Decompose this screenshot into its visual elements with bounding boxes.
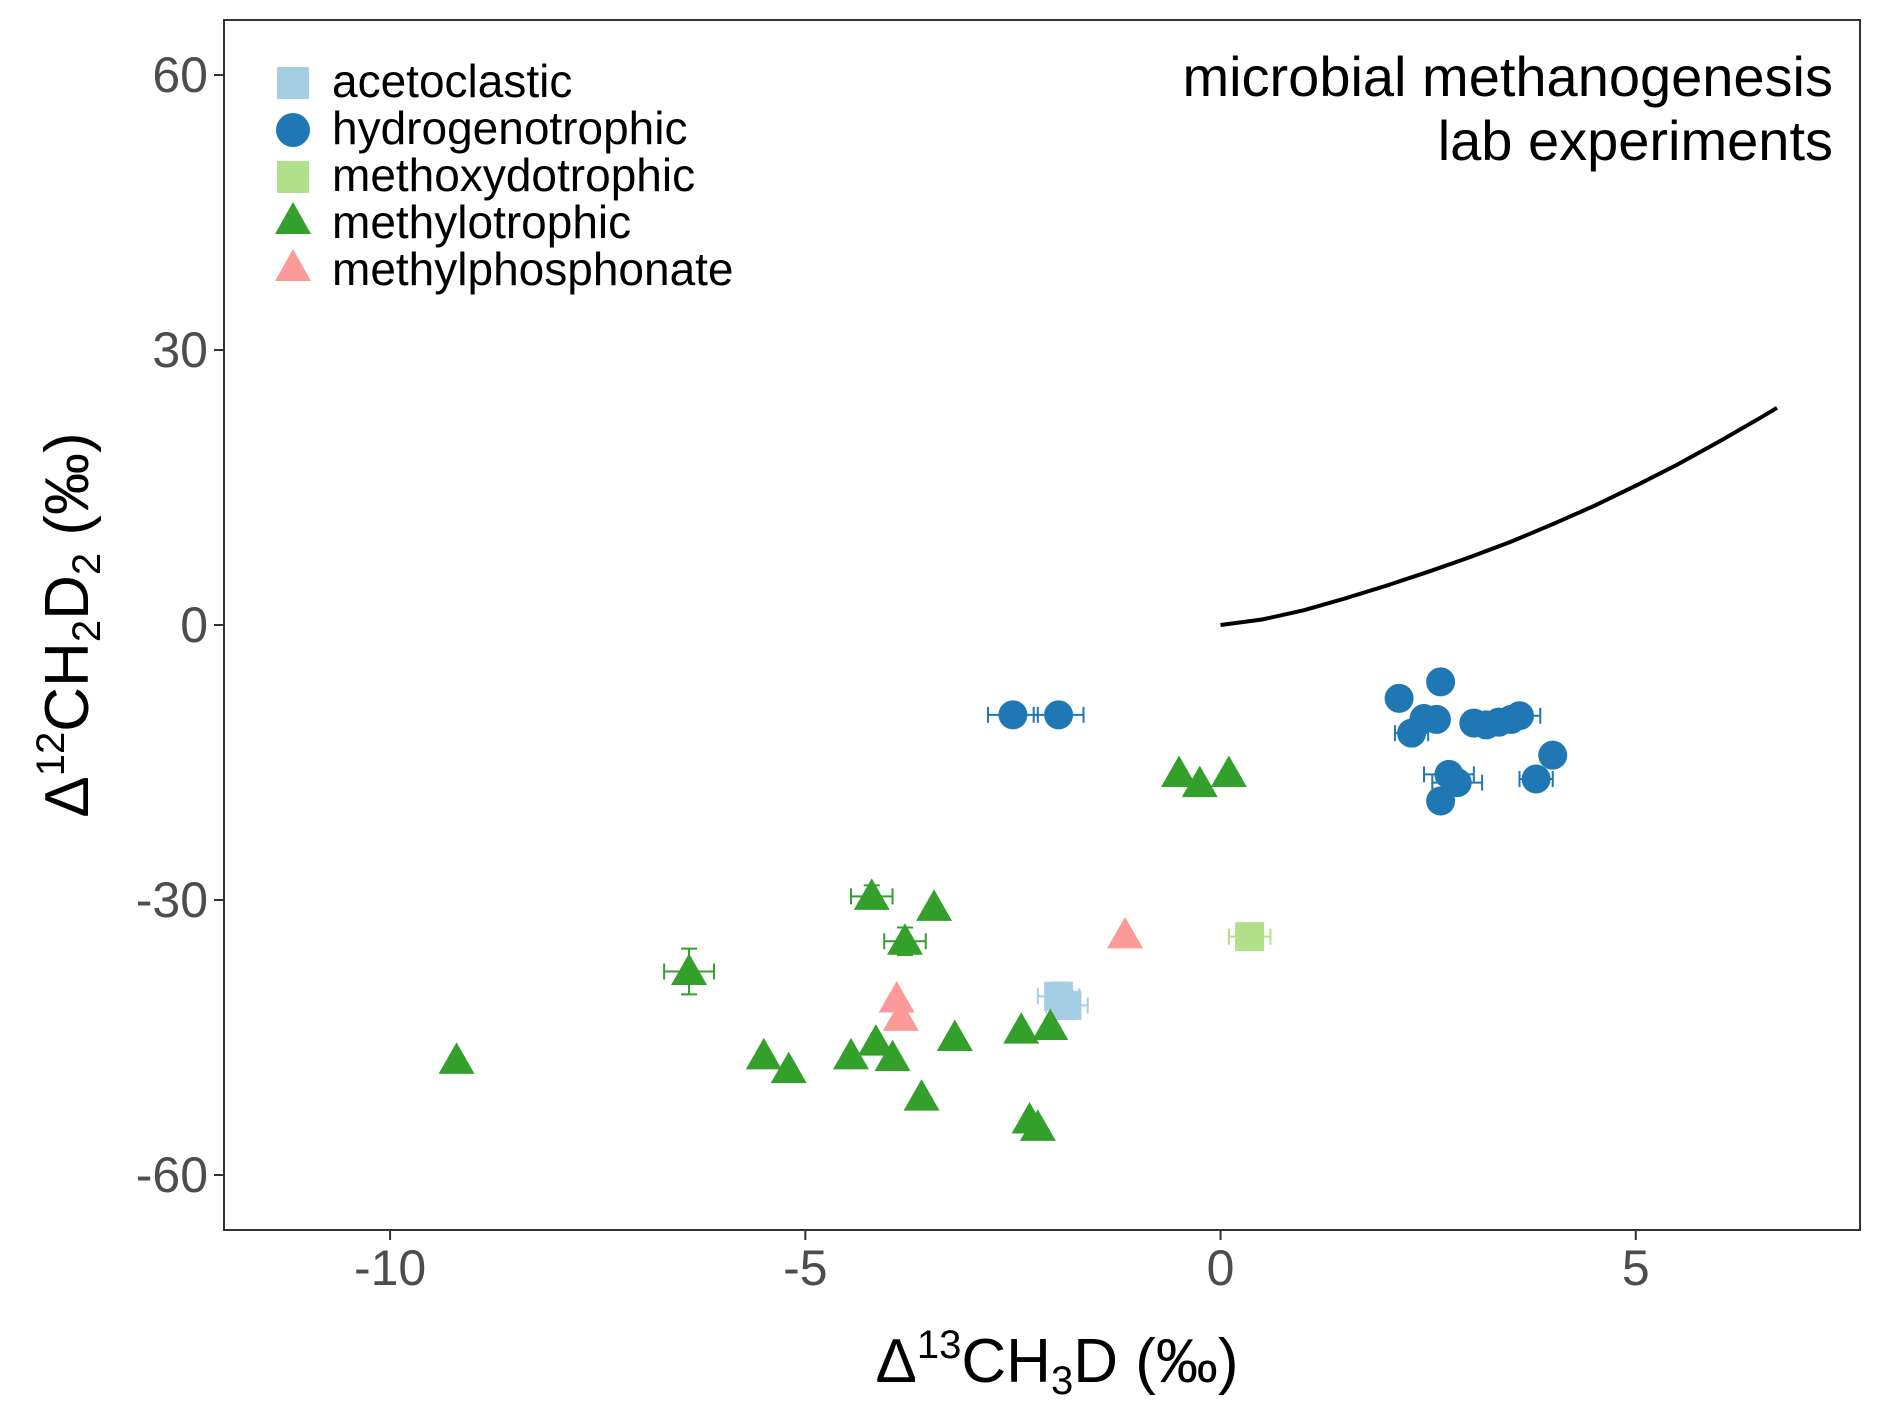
point-methylotrophic-8 [886, 923, 923, 955]
reference-line [1220, 406, 1779, 627]
point-methylotrophic-10 [916, 889, 953, 921]
y-tick-label: -30 [136, 872, 208, 928]
annotation-line-2: lab experiments [1438, 109, 1833, 172]
y-tick-label: 30 [152, 322, 208, 378]
legend-entry-4: methylphosphonate [275, 243, 734, 295]
point-methylotrophic-4 [832, 1037, 869, 1070]
y-tick-label: -60 [136, 1147, 208, 1203]
point-hydrogenotrophic-2 [1384, 683, 1414, 713]
point-methylotrophic-3 [770, 1051, 807, 1084]
annotation-line-1: microbial methanogenesis [1182, 45, 1833, 108]
point-hydrogenotrophic-15 [1521, 764, 1551, 794]
point-methylotrophic-5 [853, 878, 890, 910]
point-methylotrophic-12 [1003, 1012, 1040, 1044]
point-hydrogenotrophic-16 [1538, 740, 1568, 770]
y-title-main1: CH [33, 642, 102, 732]
x-tick-label: -10 [354, 1240, 426, 1296]
legend-key-triangle [275, 249, 311, 281]
legend-label-acetoclastic: acetoclastic [332, 55, 572, 107]
y-tick-label: 0 [180, 597, 208, 653]
point-methylotrophic-1 [671, 953, 708, 985]
point-hydrogenotrophic-9 [1442, 768, 1472, 798]
x-title-sub: 3 [1051, 1359, 1073, 1403]
y-title-prefix: Δ [33, 776, 102, 817]
y-title-main2: D [33, 575, 102, 620]
y-axis-title: Δ12CH2D2 (‰) [29, 432, 109, 817]
legend-entry-0: acetoclastic [277, 55, 572, 107]
point-methylphosphonate-1 [882, 999, 919, 1031]
legend-label-methylotrophic: methylotrophic [332, 196, 631, 248]
y-title-sup: 12 [29, 732, 73, 777]
point-methylotrophic-7 [874, 1039, 911, 1072]
x-tick-label: -5 [783, 1240, 827, 1296]
x-tick-label: 5 [1622, 1240, 1650, 1296]
point-methylotrophic-2 [745, 1037, 782, 1070]
point-methylphosphonate-0 [878, 981, 915, 1013]
legend-entry-3: methylotrophic [275, 196, 631, 248]
y-title-sub1: 2 [65, 620, 109, 642]
data-marks [438, 406, 1779, 1141]
x-title-sup: 13 [917, 1323, 962, 1367]
legend-key-triangle [275, 202, 311, 234]
legend: acetoclastic hydrogenotrophic methoxydot… [275, 55, 734, 295]
point-methylotrophic-6 [857, 1024, 894, 1056]
y-title-suffix: (‰) [33, 432, 102, 553]
y-title-sub2: 2 [65, 553, 109, 575]
point-hydrogenotrophic-1 [1044, 700, 1074, 730]
x-title-main: CH [961, 1327, 1051, 1396]
point-acetoclastic-1 [1052, 990, 1082, 1020]
annotation: microbial methanogenesis lab experiments [1182, 45, 1833, 172]
legend-label-methylphosphonate: methylphosphonate [332, 243, 734, 295]
legend-label-hydrogenotrophic: hydrogenotrophic [332, 102, 687, 154]
legend-entry-1: hydrogenotrophic [276, 102, 687, 154]
point-hydrogenotrophic-7 [1426, 786, 1456, 816]
axis-ticks: -10 -5 0 5 60 30 0 -30 -60 [136, 47, 1650, 1296]
point-hydrogenotrophic-5 [1421, 704, 1451, 734]
point-methylotrophic-18 [1210, 755, 1247, 787]
x-tick-label: 0 [1207, 1240, 1235, 1296]
point-methylotrophic-16 [1161, 755, 1198, 787]
x-title-suffix: D (‰) [1073, 1327, 1238, 1396]
legend-key-circle [276, 113, 310, 147]
point-methoxydotrophic-0 [1235, 922, 1265, 952]
point-methylotrophic-11 [936, 1019, 973, 1051]
point-methylotrophic-9 [903, 1079, 940, 1111]
point-methylotrophic-17 [1181, 765, 1218, 798]
legend-key-square [277, 161, 309, 193]
legend-label-methoxydotrophic: methoxydotrophic [332, 149, 695, 201]
point-methylotrophic-0 [438, 1042, 475, 1074]
point-methylotrophic-15 [1032, 1008, 1069, 1040]
legend-entry-2: methoxydotrophic [277, 149, 695, 201]
x-title-prefix: Δ [875, 1327, 916, 1396]
point-methylphosphonate-2 [1107, 916, 1144, 949]
legend-key-square [277, 67, 309, 99]
point-hydrogenotrophic-0 [998, 700, 1028, 730]
x-axis-title: Δ13CH3D (‰) [875, 1323, 1238, 1403]
point-hydrogenotrophic-14 [1505, 701, 1535, 731]
point-methylotrophic-14 [1019, 1109, 1056, 1141]
y-tick-label: 60 [152, 47, 208, 103]
point-hydrogenotrophic-6 [1426, 667, 1456, 697]
